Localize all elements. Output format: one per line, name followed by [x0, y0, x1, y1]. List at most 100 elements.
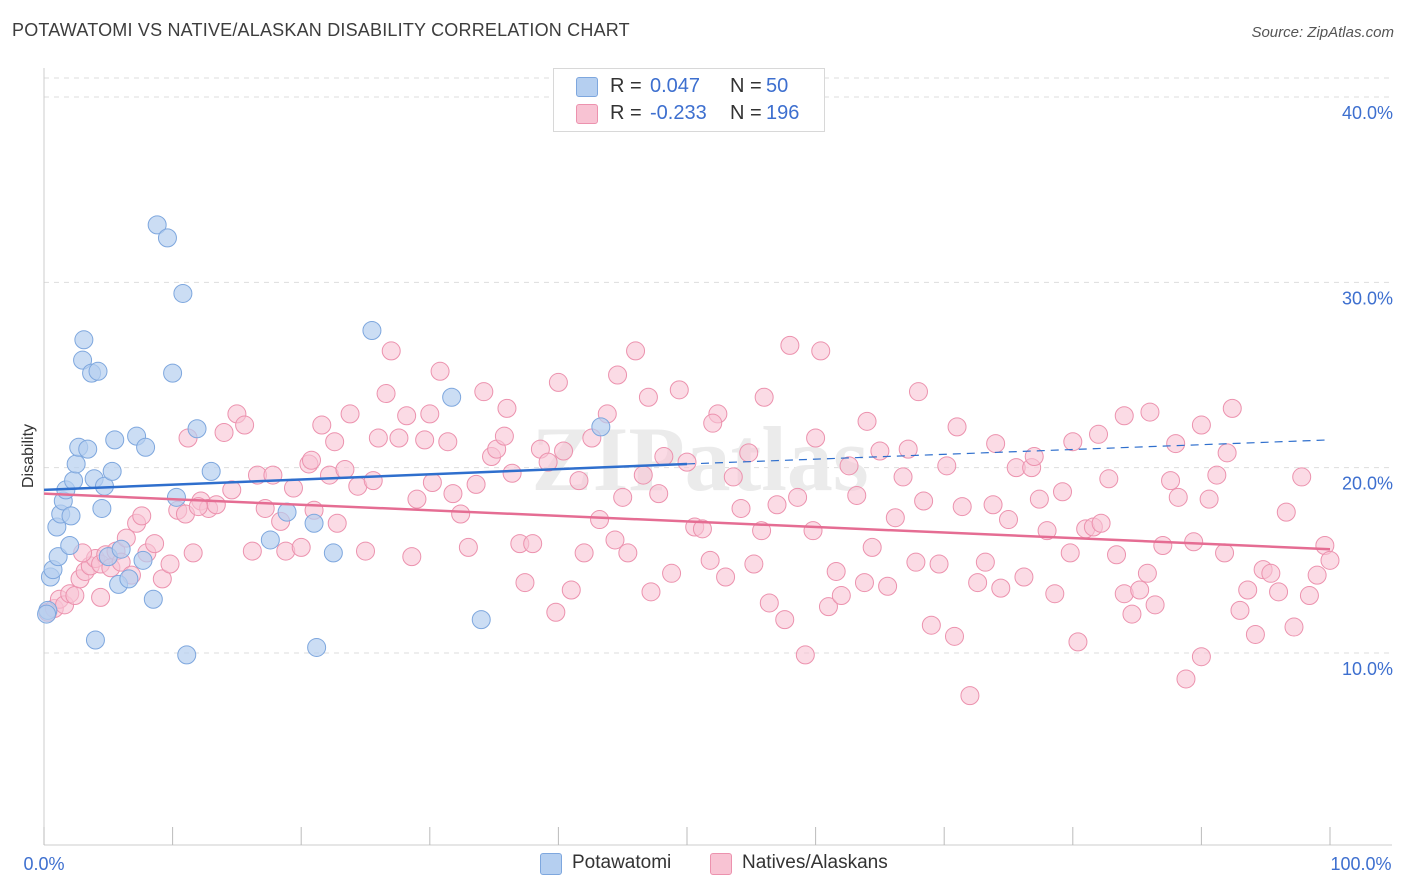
natives-point: [206, 495, 226, 515]
legend-r-label: R =: [610, 102, 642, 124]
potawatomi-point: [166, 487, 186, 507]
natives-point: [605, 530, 625, 550]
potawatomi-point: [260, 530, 280, 550]
potawatomi-point: [37, 604, 57, 624]
natives-point: [1191, 415, 1211, 435]
natives-point: [775, 610, 795, 630]
potawatomi-point: [323, 543, 343, 563]
natives-point: [402, 547, 422, 567]
natives-point: [420, 404, 440, 424]
natives-point: [898, 439, 918, 459]
natives-point: [430, 361, 450, 381]
natives-point: [1130, 580, 1150, 600]
natives-point: [235, 415, 255, 435]
natives-point: [1024, 447, 1044, 467]
legend-n-label: N =: [730, 102, 762, 124]
potawatomi-point: [147, 215, 167, 235]
potawatomi-point: [111, 539, 131, 559]
natives-point: [626, 341, 646, 361]
natives-point: [301, 450, 321, 470]
natives-point: [283, 478, 303, 498]
natives-point: [1199, 489, 1219, 509]
natives-point: [700, 550, 720, 570]
natives-point: [857, 411, 877, 431]
natives-point: [759, 593, 779, 613]
natives-point: [744, 554, 764, 574]
bottom-legend-swatch-pink: [710, 853, 732, 875]
natives-point: [983, 495, 1003, 515]
natives-point: [654, 447, 674, 467]
natives-point: [590, 510, 610, 530]
natives-point: [1068, 632, 1088, 652]
potawatomi-point: [105, 430, 125, 450]
natives-point: [1166, 434, 1186, 454]
natives-point: [788, 487, 808, 507]
natives-point: [438, 432, 458, 452]
potawatomi-point: [177, 645, 197, 665]
natives-point: [669, 380, 689, 400]
natives-point: [1276, 502, 1296, 522]
potawatomi-point: [61, 506, 81, 526]
natives-point: [677, 452, 697, 472]
natives-point: [968, 573, 988, 593]
natives-point: [818, 597, 838, 617]
natives-point: [222, 480, 242, 500]
natives-point: [494, 426, 514, 446]
natives-trend-line: [43, 492, 1331, 551]
natives-point: [538, 452, 558, 472]
natives-point: [885, 508, 905, 528]
potawatomi-point: [66, 454, 86, 474]
natives-point: [780, 335, 800, 355]
potawatomi-point: [277, 502, 297, 522]
potawatomi-point: [143, 589, 163, 609]
natives-point: [1176, 669, 1196, 689]
y-axis-label: Disability: [20, 424, 37, 488]
natives-point: [703, 413, 723, 433]
legend-r-value: 0.047: [650, 75, 701, 97]
natives-point: [515, 573, 535, 593]
potawatomi-point: [60, 536, 80, 556]
natives-point: [65, 586, 85, 606]
natives-point: [242, 541, 262, 561]
natives-point: [914, 491, 934, 511]
natives-point: [1063, 432, 1083, 452]
natives-point: [312, 415, 332, 435]
natives-point: [368, 428, 388, 448]
natives-point: [1091, 513, 1111, 533]
natives-point: [803, 521, 823, 541]
natives-point: [1037, 521, 1057, 541]
natives-point: [1145, 595, 1165, 615]
natives-point: [407, 489, 427, 509]
natives-point: [381, 341, 401, 361]
chart-source: Source: ZipAtlas.com: [1251, 24, 1394, 41]
potawatomi-point: [304, 513, 324, 533]
natives-point: [1261, 563, 1281, 583]
natives-point: [574, 543, 594, 563]
potawatomi-trend-extension: [686, 439, 1331, 465]
potawatomi-point: [163, 363, 183, 383]
natives-point: [767, 495, 787, 515]
natives-point: [1045, 584, 1065, 604]
natives-point: [466, 474, 486, 494]
natives-point: [662, 563, 682, 583]
potawatomi-point: [442, 387, 462, 407]
natives-point: [811, 341, 831, 361]
natives-point: [947, 417, 967, 437]
natives-point: [716, 567, 736, 587]
natives-point: [831, 586, 851, 606]
natives-point: [397, 406, 417, 426]
natives-point: [1099, 469, 1119, 489]
natives-point: [376, 384, 396, 404]
natives-point: [132, 506, 152, 526]
natives-point: [839, 456, 859, 476]
legend-swatch-pink: [576, 104, 598, 124]
natives-point: [422, 472, 442, 492]
natives-point: [999, 510, 1018, 530]
natives-point: [91, 587, 111, 607]
natives-point: [548, 372, 568, 392]
y-tick-label: 40.0%: [1342, 103, 1393, 123]
natives-point: [723, 467, 743, 487]
legend-r-label: R =: [610, 75, 642, 97]
potawatomi-trend-line: [43, 462, 688, 492]
natives-point: [1292, 467, 1312, 487]
